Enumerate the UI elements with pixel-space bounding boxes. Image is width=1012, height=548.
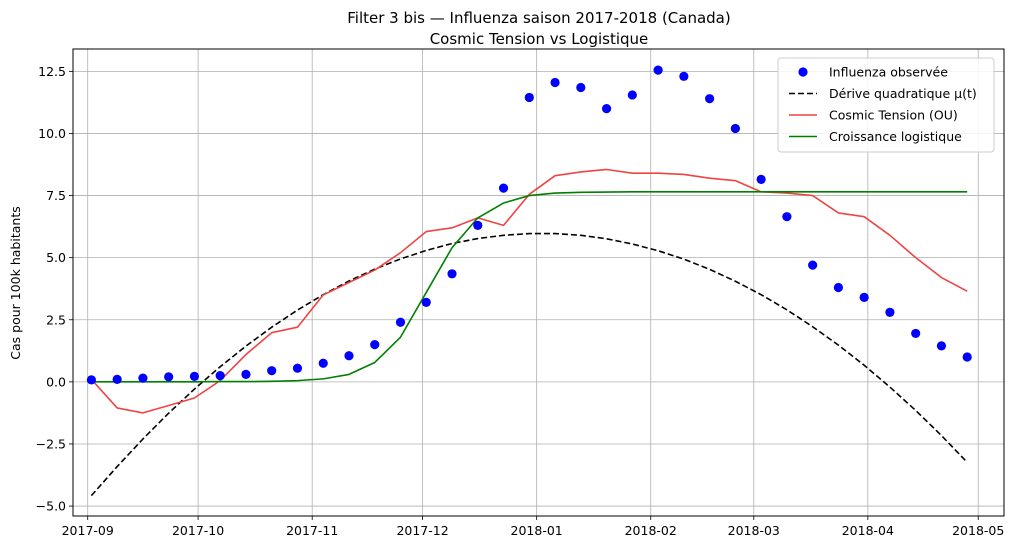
y-tick-label: −5.0 xyxy=(36,499,66,514)
y-tick-label: 2.5 xyxy=(46,312,66,327)
x-tick-label: 2018-01 xyxy=(511,523,563,538)
data-point xyxy=(498,183,509,193)
legend: Influenza observée Dérive quadratique μ(t… xyxy=(777,57,995,153)
legend-label: Influenza observée xyxy=(829,65,948,80)
data-point xyxy=(730,123,740,134)
data-point xyxy=(885,307,895,317)
data-point xyxy=(370,340,380,350)
data-point xyxy=(808,260,818,270)
x-tick-label: 2017-12 xyxy=(396,523,448,538)
data-point xyxy=(833,282,844,293)
legend-box xyxy=(777,57,995,153)
data-point xyxy=(962,352,972,362)
data-point xyxy=(86,375,96,385)
data-point xyxy=(164,372,174,382)
data-point xyxy=(756,174,766,185)
x-tick-label: 2018-03 xyxy=(728,523,780,538)
data-point xyxy=(859,292,869,302)
data-point xyxy=(627,90,637,100)
x-tick-label: 2017-10 xyxy=(172,523,224,538)
data-point xyxy=(292,363,303,373)
y-tick-label: 5.0 xyxy=(46,250,66,265)
data-point xyxy=(138,373,148,383)
data-point xyxy=(601,104,612,114)
y-tick-label: 12.5 xyxy=(38,64,66,79)
axis-ticks: 2017-09 2017-10 2017-11 2017-12 2018-01 2018-… xyxy=(36,64,1005,538)
data-point xyxy=(318,358,328,368)
legend-marker xyxy=(798,67,808,77)
data-point xyxy=(473,220,483,230)
plot-frame xyxy=(72,48,1005,517)
legend-label: Dérive quadratique μ(t) xyxy=(829,86,977,101)
plot-area xyxy=(86,65,972,497)
y-tick-label: 0.0 xyxy=(46,374,66,389)
y-tick-label: 10.0 xyxy=(38,126,66,141)
data-point xyxy=(215,371,225,381)
y-tick-label: 7.5 xyxy=(46,188,66,203)
data-point xyxy=(395,317,406,327)
x-tick-label: 2017-09 xyxy=(62,523,114,538)
data-point xyxy=(189,371,200,381)
data-point xyxy=(447,269,457,279)
data-point xyxy=(267,366,277,376)
data-point xyxy=(679,71,689,81)
x-tick-label: 2018-05 xyxy=(952,523,1004,538)
x-tick-label: 2018-04 xyxy=(842,523,894,538)
data-point xyxy=(576,82,586,93)
series-line-croissance-logistique xyxy=(91,191,968,383)
y-axis-label: Cas pour 100k habitants xyxy=(8,206,23,359)
y-tick-label: −2.5 xyxy=(36,436,66,451)
data-point xyxy=(421,297,431,307)
data-point xyxy=(550,77,560,88)
data-point xyxy=(112,374,122,384)
x-tick-label: 2017-11 xyxy=(286,523,338,538)
data-point xyxy=(241,369,251,380)
data-point xyxy=(344,351,354,361)
data-point xyxy=(782,212,792,222)
chart-subtitle: Cosmic Tension vs Logistique xyxy=(430,30,649,48)
data-point xyxy=(911,328,921,339)
data-point xyxy=(705,94,715,104)
legend-label: Cosmic Tension (OU) xyxy=(829,108,958,123)
data-point xyxy=(524,92,534,103)
chart-title: Filter 3 bis — Influenza saison 2017-201… xyxy=(347,9,730,27)
data-point xyxy=(653,65,663,75)
legend-label: Croissance logistique xyxy=(829,129,962,144)
data-point xyxy=(936,341,947,351)
x-tick-label: 2018-02 xyxy=(625,523,677,538)
series-line-derive-quadratique-t xyxy=(90,232,968,497)
series-line-cosmic-tension-ou xyxy=(90,168,968,414)
